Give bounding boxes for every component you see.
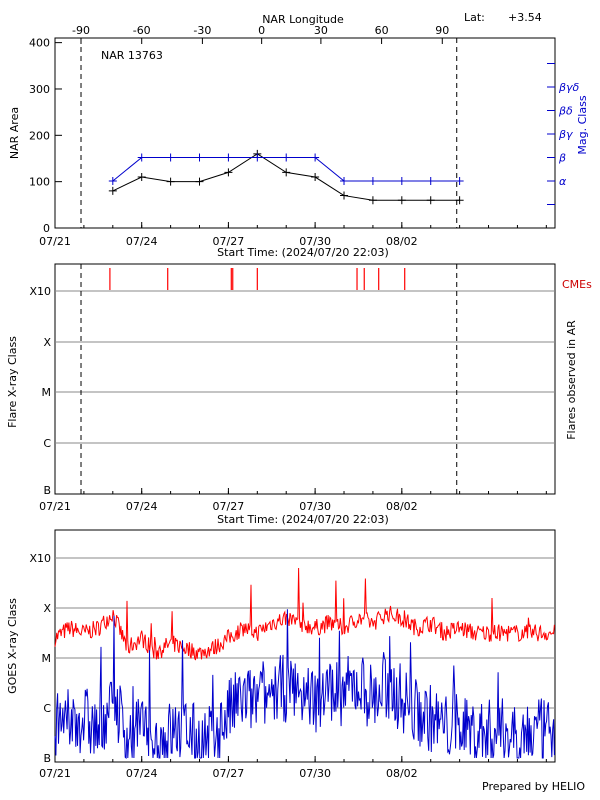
x-tick-label: 07/30	[299, 500, 331, 513]
flares-plot-layer: B C M X X10 07/21 07/24 07/27 07/30 08/02	[29, 264, 555, 513]
nar-area-point	[368, 196, 377, 205]
nar-area-point	[311, 173, 320, 182]
nar-x-label: Start Time: (2024/07/20 22:03)	[217, 246, 389, 259]
cmes-legend: CMEs	[562, 278, 592, 291]
mag-class-point	[397, 177, 406, 185]
nar-y-label: NAR Area	[8, 107, 21, 159]
y-class-label: X10	[29, 552, 51, 565]
x-tick-label: 07/27	[213, 767, 245, 780]
goes-long-channel-line	[54, 567, 555, 661]
top-tick-label: 90	[435, 24, 449, 37]
y-tick-label: 0	[43, 222, 50, 235]
footer-credit: Prepared by HELIO	[482, 780, 585, 793]
flares-y-label: Flare X-ray Class	[6, 336, 19, 428]
y-class-label: X10	[29, 285, 51, 298]
x-tick-label: 07/21	[39, 767, 71, 780]
x-tick-label: 07/24	[126, 767, 158, 780]
nar-title: NAR 13763	[101, 49, 163, 62]
y-class-label: X	[43, 336, 51, 349]
x-tick-label: 08/02	[386, 235, 418, 248]
y-tick-label: 100	[29, 176, 50, 189]
mag-class-label: βγ	[558, 128, 573, 141]
y-tick-label: 300	[29, 83, 50, 96]
x-tick-label: 07/30	[299, 767, 331, 780]
top-tick-label: 30	[314, 24, 328, 37]
mag-class-label: Mag. Class	[576, 95, 589, 154]
x-tick-label: 07/24	[126, 500, 158, 513]
x-tick-label: 07/21	[39, 235, 71, 248]
x-tick-label: 07/21	[39, 500, 71, 513]
x-tick-label: 07/30	[299, 235, 331, 248]
y-class-label: M	[42, 652, 52, 665]
mag-class-label: α	[559, 175, 567, 188]
x-tick-label: 07/24	[126, 235, 158, 248]
y-class-label: C	[43, 702, 51, 715]
nar-area-point	[340, 191, 349, 200]
mag-class-point	[166, 153, 175, 162]
y-class-label: B	[43, 484, 51, 497]
x-tick-label: 08/02	[386, 500, 418, 513]
top-tick-label: -30	[193, 24, 211, 37]
x-tick-label: 08/02	[386, 767, 418, 780]
top-tick-label: -60	[133, 24, 151, 37]
mag-class-point	[311, 153, 320, 162]
y-class-label: X	[43, 602, 51, 615]
nar-area-point	[108, 186, 117, 195]
goes-plot-layer: B C M X X10 07/21 07/24 07/27 07/30 08/02	[29, 552, 555, 780]
nar-area-point	[224, 168, 233, 177]
flares-right-label: Flares observed in AR	[565, 320, 578, 440]
mag-class-point	[108, 177, 117, 185]
lat-label: Lat:	[464, 11, 485, 24]
nar-area-point	[166, 177, 175, 186]
goes-y-label: GOES X-ray Class	[6, 598, 19, 694]
flares-panel-frame	[54, 263, 556, 495]
x-tick-label: 07/27	[213, 235, 245, 248]
nar-area-point	[195, 177, 204, 186]
mag-class-point	[455, 177, 464, 185]
mag-class-point	[368, 177, 377, 185]
mag-class-point	[282, 153, 291, 162]
mag-class-point	[253, 153, 262, 162]
nar-area-point	[282, 168, 291, 177]
mag-class-point	[224, 153, 233, 162]
mag-class-point	[137, 153, 146, 162]
mag-class-point	[195, 153, 204, 162]
y-class-label: C	[43, 437, 51, 450]
top-tick-label: 0	[258, 24, 265, 37]
flares-x-label: Start Time: (2024/07/20 22:03)	[217, 513, 389, 526]
goes-short-channel-line	[54, 609, 555, 759]
mag-class-label: βγδ	[558, 81, 580, 94]
nar-area-point	[455, 196, 464, 205]
top-tick-label: 60	[375, 24, 389, 37]
y-class-label: M	[42, 386, 52, 399]
y-tick-label: 400	[29, 37, 50, 50]
x-tick-label: 07/27	[213, 500, 245, 513]
nar-area-point	[397, 196, 406, 205]
top-tick-label: -90	[72, 24, 90, 37]
nar-panel-frame	[54, 37, 556, 229]
mag-class-label: β	[558, 152, 566, 165]
lat-value: +3.54	[508, 11, 542, 24]
nar-area-point	[137, 173, 146, 182]
y-tick-label: 200	[29, 129, 50, 142]
mag-class-point	[340, 177, 349, 185]
top-axis-label: NAR Longitude	[262, 13, 344, 26]
mag-class-point	[426, 177, 435, 185]
mag-class-label: βδ	[558, 105, 573, 118]
nar-area-point	[426, 196, 435, 205]
y-class-label: B	[43, 752, 51, 765]
